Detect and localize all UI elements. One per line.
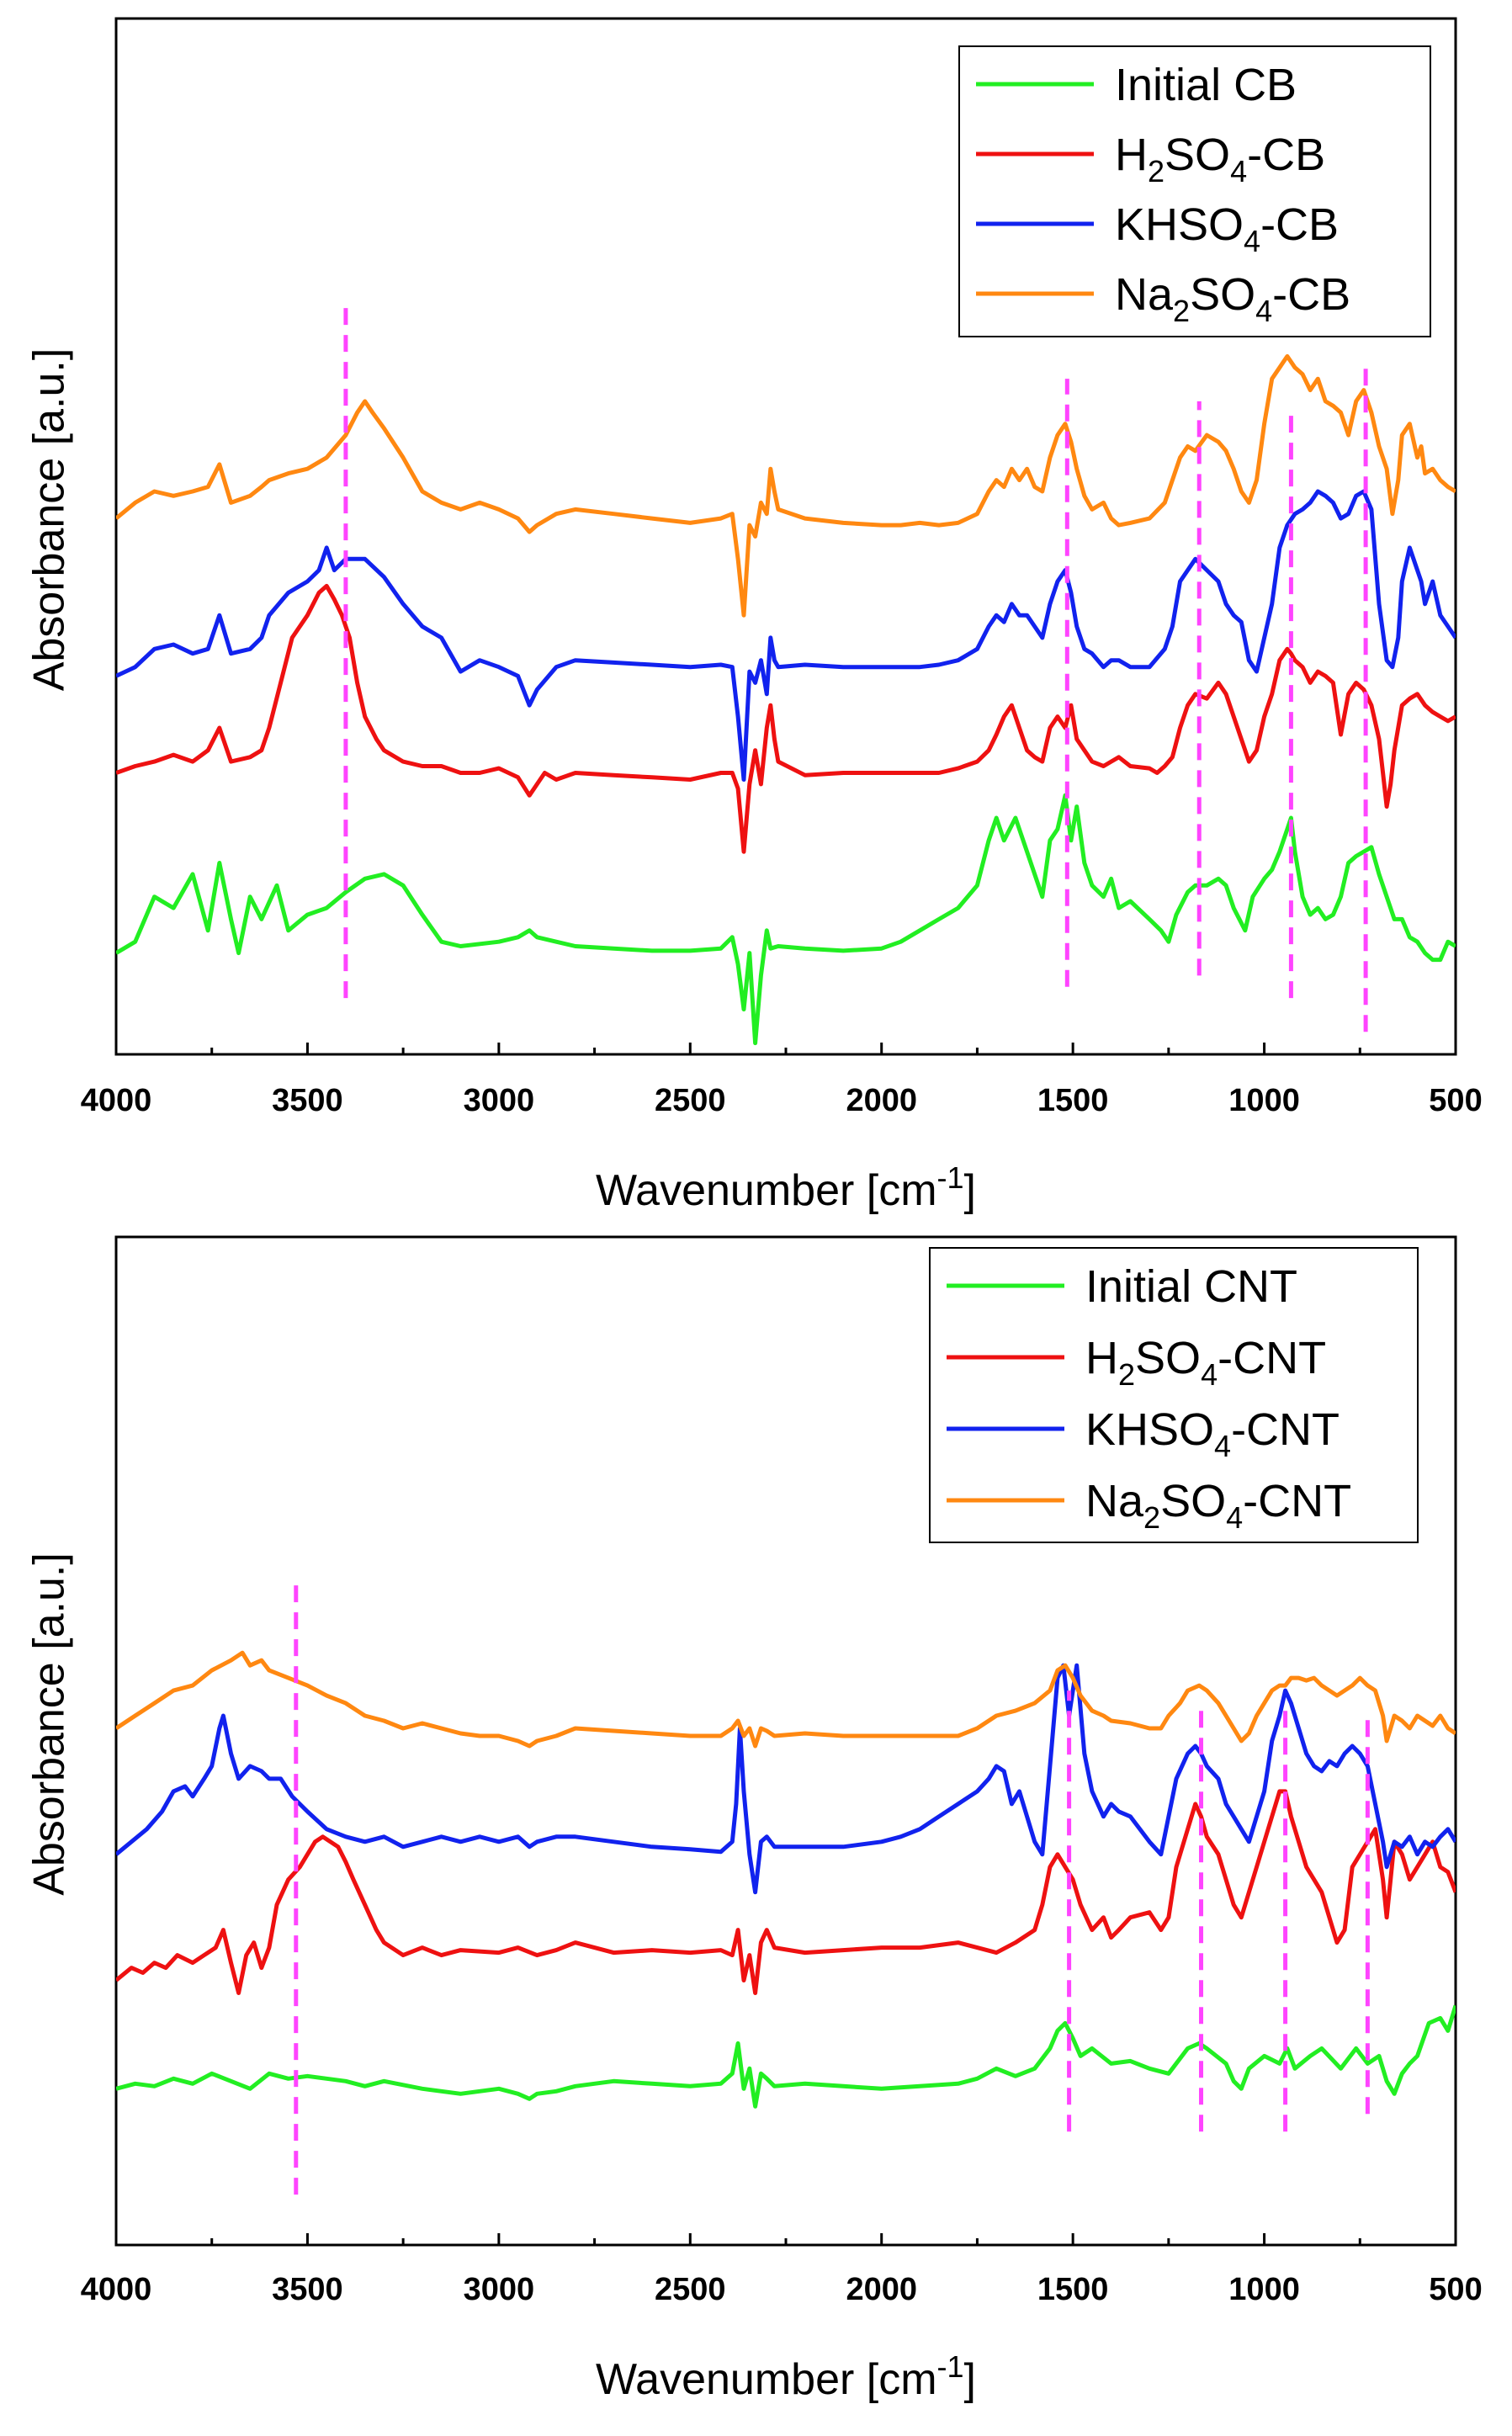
top-series-khso4-cb [116, 489, 1456, 782]
bottom-series-h2so4-cnt [116, 1789, 1456, 1995]
bottom-legend-label: Initial CNT [1085, 1261, 1297, 1312]
bottom-x-axis-title: Wavenumber [cm-1] [596, 2349, 976, 2404]
top-y-axis-title: Absorbance [a.u.] [25, 348, 74, 692]
top-x-tick-label: 3500 [272, 1083, 343, 1118]
top-x-tick-label: 1000 [1228, 1083, 1300, 1118]
top-legend [958, 45, 1431, 337]
bottom-x-tick-label: 1000 [1228, 2272, 1300, 2307]
bottom-x-tick-label: 4000 [81, 2272, 152, 2307]
bottom-x-tick-label: 3500 [272, 2272, 343, 2307]
bottom-x-tick-label: 500 [1429, 2272, 1482, 2307]
bottom-series-na2so4-cnt [116, 1650, 1456, 1749]
bottom-series-initial-cnt [116, 2004, 1456, 2109]
bottom-legend [929, 1247, 1419, 1543]
top-x-tick-label: 4000 [81, 1083, 152, 1118]
bottom-series-khso4-cnt [116, 1663, 1456, 1895]
top-x-axis-title: Wavenumber [cm-1] [596, 1160, 976, 1215]
top-legend-label: KHSO4-CB [1115, 199, 1339, 258]
top-legend-label: Initial CB [1115, 60, 1297, 110]
top-x-tick-label: 500 [1429, 1083, 1482, 1118]
top-x-tick-label: 1500 [1037, 1083, 1109, 1118]
top-series-na2so4-cb [116, 353, 1456, 618]
top-x-tick-label: 3000 [464, 1083, 535, 1118]
bottom-x-tick-label: 1500 [1037, 2272, 1109, 2307]
top-legend-label: Na2SO4-CB [1115, 269, 1350, 328]
top-legend-label: H2SO4-CB [1115, 130, 1325, 188]
top-x-tick-label: 2500 [655, 1083, 726, 1118]
top-series-h2so4-cb [116, 583, 1456, 854]
bottom-legend-label: H2SO4-CNT [1085, 1333, 1326, 1392]
bottom-x-tick-label: 2000 [846, 2272, 917, 2307]
bottom-legend-label: KHSO4-CNT [1085, 1404, 1340, 1463]
bottom-x-tick-label: 3000 [464, 2272, 535, 2307]
top-series-initial-cb [116, 793, 1456, 1046]
top-x-tick-label: 2000 [846, 1083, 917, 1118]
bottom-y-axis-title: Absorbance [a.u.] [25, 1552, 74, 1896]
bottom-legend-label: Na2SO4-CNT [1085, 1476, 1351, 1535]
bottom-x-tick-label: 2500 [655, 2272, 726, 2307]
